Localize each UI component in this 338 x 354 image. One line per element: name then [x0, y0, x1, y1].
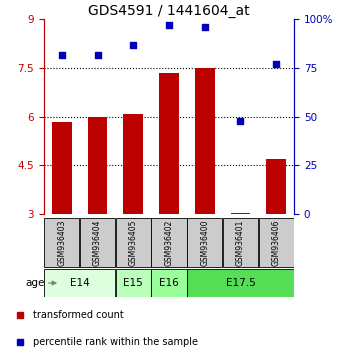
- Text: GSM936401: GSM936401: [236, 219, 245, 266]
- Text: age: age: [25, 278, 44, 288]
- Text: transformed count: transformed count: [33, 310, 124, 320]
- Bar: [187, 218, 222, 267]
- Bar: [159, 73, 179, 214]
- Bar: [52, 122, 72, 214]
- Bar: [116, 218, 151, 267]
- Bar: [187, 269, 294, 297]
- Text: GSM936406: GSM936406: [272, 219, 281, 266]
- Point: [202, 24, 208, 30]
- Bar: [44, 218, 79, 267]
- Point: [166, 23, 172, 28]
- Text: GSM936403: GSM936403: [57, 219, 66, 266]
- Text: GSM936404: GSM936404: [93, 219, 102, 266]
- Bar: [259, 218, 294, 267]
- Text: GSM936402: GSM936402: [165, 219, 173, 266]
- Point: [130, 42, 136, 48]
- Bar: [195, 68, 215, 214]
- Text: percentile rank within the sample: percentile rank within the sample: [33, 337, 198, 347]
- Text: GSM936405: GSM936405: [129, 219, 138, 266]
- Point: [273, 62, 279, 67]
- Bar: [151, 218, 187, 267]
- Text: E16: E16: [159, 278, 179, 288]
- Text: E14: E14: [70, 278, 90, 288]
- Bar: [266, 159, 286, 214]
- Bar: [231, 212, 250, 214]
- Text: GSM936400: GSM936400: [200, 219, 209, 266]
- Bar: [151, 269, 187, 297]
- Bar: [123, 114, 143, 214]
- Title: GDS4591 / 1441604_at: GDS4591 / 1441604_at: [88, 5, 250, 18]
- Bar: [44, 269, 115, 297]
- Text: E15: E15: [123, 278, 143, 288]
- Bar: [88, 117, 107, 214]
- Bar: [116, 269, 151, 297]
- Point: [95, 52, 100, 57]
- Text: E17.5: E17.5: [225, 278, 255, 288]
- Bar: [223, 218, 258, 267]
- Point: [59, 52, 65, 57]
- Point: [238, 118, 243, 124]
- Bar: [80, 218, 115, 267]
